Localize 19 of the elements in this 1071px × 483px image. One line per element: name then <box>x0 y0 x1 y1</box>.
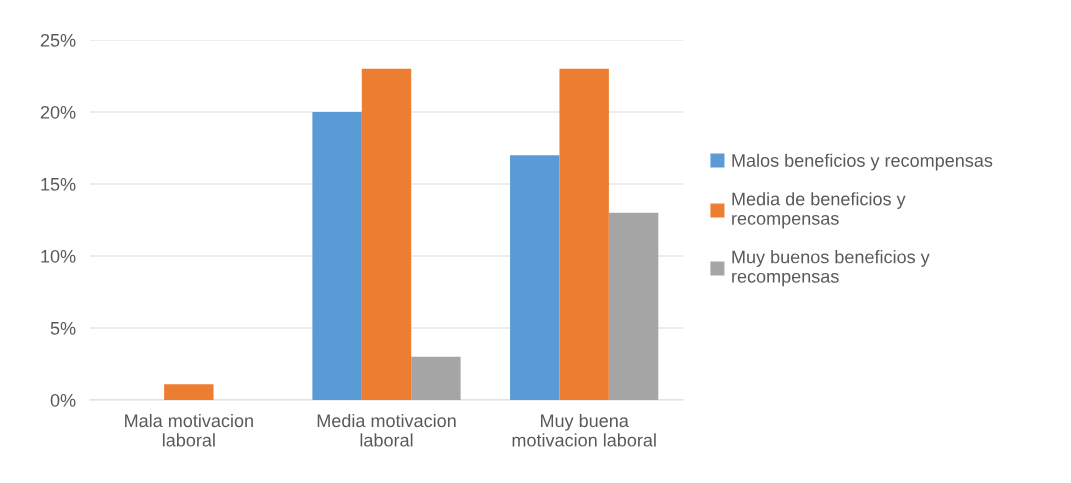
bar <box>608 212 659 400</box>
y-tick-label: 5% <box>50 322 76 335</box>
y-tick-label: 25% <box>40 33 76 47</box>
legend-label: Malos beneficios y recompensas <box>732 153 993 171</box>
y-tick-label: 15% <box>41 178 76 191</box>
bar <box>312 112 362 400</box>
x-tick-label: Muy buena motivacion laboral <box>512 413 656 447</box>
bar <box>559 68 609 400</box>
bar <box>411 356 461 400</box>
bar <box>164 384 214 400</box>
legend-label: Muy buenos beneficios y recompensas <box>732 250 930 287</box>
x-tick-label: Media motivacion laboral <box>317 413 456 447</box>
x-tick-label: Mala motivacion laboral <box>125 413 253 447</box>
y-tick-label: 10% <box>41 249 76 263</box>
y-tick-label: 20% <box>40 105 76 119</box>
bar <box>361 68 412 400</box>
y-tick-label: 0% <box>50 393 76 407</box>
bar <box>510 155 560 400</box>
legend-label: Media de beneficios y recompensas <box>732 192 906 229</box>
